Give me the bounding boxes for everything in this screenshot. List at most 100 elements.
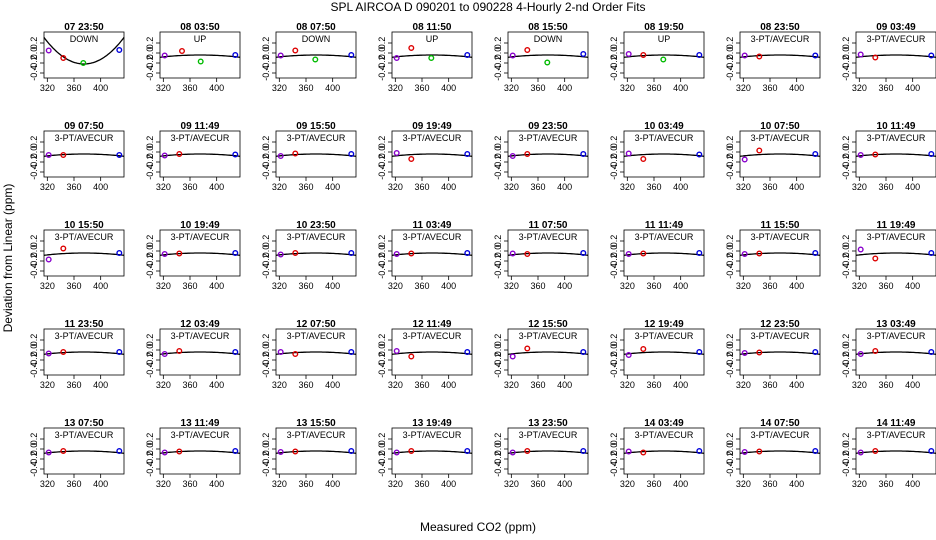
y-tick-label: 0.2 <box>609 334 619 347</box>
panel-frame <box>623 229 705 277</box>
panel-frame <box>391 328 473 376</box>
data-point <box>232 249 239 256</box>
y-tick-label: 0.2 <box>725 37 735 50</box>
panel-mode-label: 3-PT/AVECUR <box>55 331 114 341</box>
x-tick-label: 360 <box>878 380 893 390</box>
fit-curve <box>275 252 357 256</box>
panel-title: 09 03:49 <box>876 22 916 33</box>
x-tick-label: 320 <box>272 380 287 390</box>
panel: 14 07:503-PT/AVECUR -0.4-0.20.00.2 320 360 4… <box>725 418 821 489</box>
y-tick-label: 0.2 <box>493 235 503 248</box>
x-tick-label: 360 <box>530 479 545 489</box>
x-tick-label: 320 <box>40 479 55 489</box>
x-tick-label: 400 <box>93 83 108 93</box>
y-tick-label: -0.2 <box>29 253 39 269</box>
data-point <box>625 352 632 359</box>
x-tick-label: 320 <box>620 281 635 291</box>
x-tick-label: 320 <box>852 281 867 291</box>
y-tick-label: -0.2 <box>261 352 271 368</box>
x-tick-label: 320 <box>388 182 403 192</box>
x-tick-label: 400 <box>93 182 108 192</box>
x-tick-label: 320 <box>736 479 751 489</box>
x-tick-label: 320 <box>40 281 55 291</box>
data-point <box>80 60 87 67</box>
panel-frame <box>623 31 705 79</box>
panel-title: 08 15:50 <box>528 22 568 33</box>
x-tick-label: 320 <box>852 83 867 93</box>
y-tick-label: 0.0 <box>841 344 851 357</box>
panel-mode-label: 3-PT/AVECUR <box>171 133 230 143</box>
panel-mode-label: 3-PT/AVECUR <box>171 331 230 341</box>
panel-title: 10 23:50 <box>296 220 336 231</box>
data-point <box>176 250 183 257</box>
y-tick-label: -0.4 <box>609 164 619 180</box>
panel-title: 10 15:50 <box>64 220 104 231</box>
panel-frame <box>855 328 936 376</box>
data-point <box>696 249 703 256</box>
data-point <box>161 250 168 257</box>
panel-title: 12 23:50 <box>760 319 800 330</box>
y-tick-label: -0.4 <box>29 65 39 81</box>
x-tick-label: 320 <box>156 479 171 489</box>
x-tick-label: 400 <box>325 281 340 291</box>
y-tick-label: 0.0 <box>261 245 271 258</box>
data-point <box>161 449 168 456</box>
x-tick-label: 400 <box>673 380 688 390</box>
y-tick-label: -0.2 <box>261 154 271 170</box>
y-tick-label: 0.2 <box>261 235 271 248</box>
y-tick-label: 0.2 <box>725 235 735 248</box>
y-tick-label: -0.4 <box>29 263 39 279</box>
fit-curve <box>391 54 473 58</box>
data-point <box>60 245 67 252</box>
panel-mode-label: 3-PT/AVECUR <box>403 430 462 440</box>
x-tick-label: 360 <box>878 479 893 489</box>
data-point <box>756 349 763 356</box>
y-tick-label: -0.2 <box>493 55 503 71</box>
data-point <box>348 249 355 256</box>
y-tick-label: -0.2 <box>29 451 39 467</box>
y-tick-label: 0.0 <box>493 47 503 60</box>
x-tick-label: 400 <box>905 380 920 390</box>
panel-mode-label: 3-PT/AVECUR <box>867 34 926 44</box>
panel-mode-label: DOWN <box>70 34 99 44</box>
y-tick-label: 0.0 <box>261 344 271 357</box>
panel-frame <box>623 328 705 376</box>
x-tick-label: 400 <box>209 281 224 291</box>
y-tick-label: 0.0 <box>377 146 387 159</box>
data-point <box>857 246 864 253</box>
panel-frame <box>507 130 589 178</box>
y-tick-label: -0.4 <box>377 461 387 477</box>
panel: 10 15:503-PT/AVECUR -0.4-0.20.00.2 320 360 4… <box>29 220 125 291</box>
data-point <box>580 150 587 157</box>
x-tick-label: 400 <box>557 83 572 93</box>
fit-curve <box>43 37 125 65</box>
data-point <box>176 448 183 455</box>
y-tick-label: 0.2 <box>261 334 271 347</box>
panel-frame <box>739 328 821 376</box>
y-tick-label: -0.2 <box>609 451 619 467</box>
data-point <box>45 449 52 456</box>
panel: 11 19:493-PT/AVECUR -0.4-0.20.00.2 320 360 4… <box>841 220 936 291</box>
panel-frame <box>507 427 589 475</box>
data-point <box>116 151 123 158</box>
x-tick-label: 360 <box>298 380 313 390</box>
fit-curve <box>739 54 821 58</box>
panel-title: 09 11:49 <box>181 121 220 132</box>
x-tick-label: 400 <box>325 479 340 489</box>
data-point <box>928 448 935 455</box>
data-point <box>232 448 239 455</box>
x-tick-label: 360 <box>762 83 777 93</box>
y-tick-label: 0.2 <box>493 334 503 347</box>
fit-curve <box>623 351 705 355</box>
x-tick-label: 360 <box>530 281 545 291</box>
panel-mode-label: 3-PT/AVECUR <box>403 331 462 341</box>
data-point <box>660 56 667 63</box>
y-tick-label: 0.0 <box>725 47 735 60</box>
data-point <box>580 51 587 58</box>
data-point <box>872 54 879 61</box>
data-point <box>60 151 67 158</box>
x-tick-label: 400 <box>325 380 340 390</box>
y-tick-label: 0.0 <box>841 146 851 159</box>
